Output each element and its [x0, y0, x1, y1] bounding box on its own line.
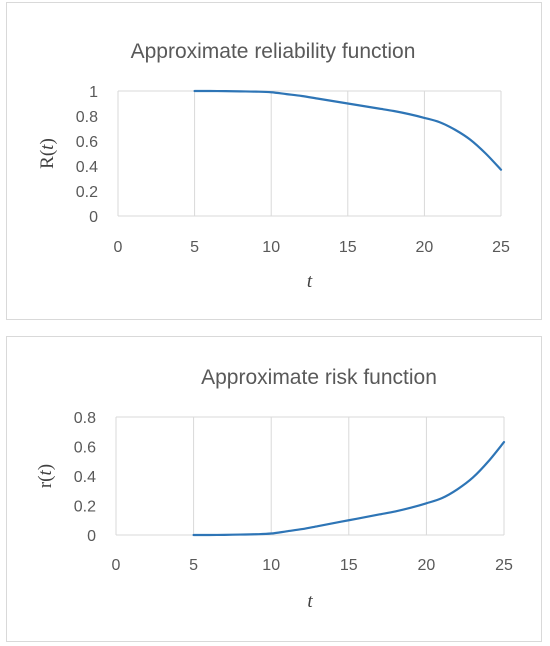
risk-chart-panel: Approximate risk function 0 5 10 15 20 25 0 0.2 0…	[6, 336, 542, 642]
y-tick-label: 0.6	[76, 134, 98, 151]
y-axis-title-part: t	[35, 469, 56, 475]
y-tick-label: 0.2	[74, 499, 96, 516]
x-axis-title: t	[307, 591, 313, 612]
x-tick-label: 10	[262, 557, 280, 574]
y-tick-label: 0.8	[76, 109, 98, 126]
y-axis-title-part: R(	[37, 150, 58, 169]
y-tick-label: 0.4	[76, 159, 98, 176]
y-axis-title-part: )	[37, 138, 58, 144]
x-tick-label: 20	[416, 239, 434, 256]
x-tick-label: 5	[190, 239, 199, 256]
x-tick-label: 10	[262, 239, 280, 256]
series-line	[193, 89, 503, 171]
risk-chart: Approximate risk function 0 5 10 15 20 25 0 0.2 0…	[35, 366, 513, 612]
y-tick-label: 0.8	[74, 410, 96, 427]
x-axis-title: t	[307, 271, 313, 292]
y-axis-title: R(t)	[37, 138, 58, 169]
x-tick-label: 15	[339, 239, 357, 256]
y-axis-title-part: t	[37, 144, 58, 150]
x-tick-label: 25	[492, 239, 510, 256]
y-tick-label: 0	[89, 209, 98, 226]
chart-title: Approximate reliability function	[131, 40, 416, 63]
x-tick-label: 0	[112, 557, 121, 574]
y-axis-title-part: r(	[35, 475, 56, 488]
x-tick-label: 5	[189, 557, 198, 574]
y-tick-label: 0.6	[74, 440, 96, 457]
series-line	[192, 440, 506, 537]
y-axis-title: r(t)	[35, 464, 56, 488]
y-tick-label: 0	[87, 528, 96, 545]
chart-title: Approximate risk function	[201, 366, 437, 389]
x-tick-label: 0	[114, 239, 123, 256]
y-tick-label: 0.4	[74, 469, 96, 486]
x-tick-label: 25	[495, 557, 513, 574]
x-tick-label: 15	[340, 557, 358, 574]
y-tick-label: 0.2	[76, 184, 98, 201]
x-tick-label: 20	[418, 557, 436, 574]
y-axis-title-part: )	[35, 464, 56, 470]
y-tick-label: 1	[89, 84, 98, 101]
reliability-chart-panel: Approximate reliability function 0 5 10 15 20…	[6, 2, 542, 320]
